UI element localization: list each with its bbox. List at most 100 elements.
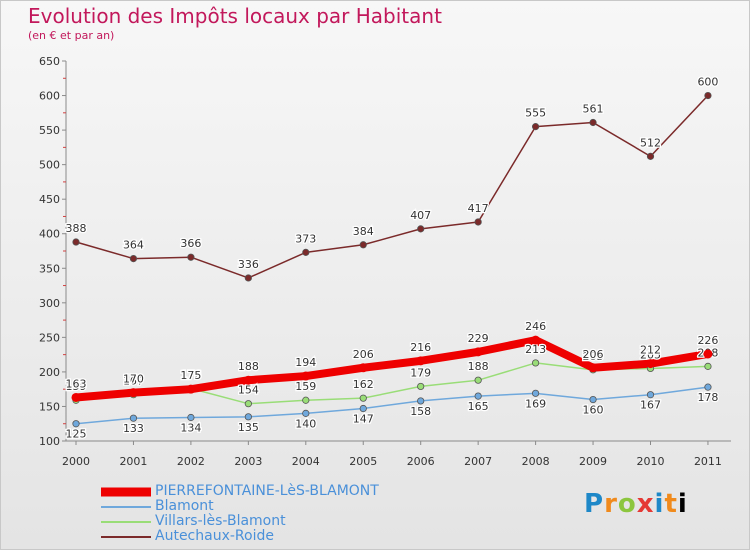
x-tick-label: 2010 bbox=[637, 455, 665, 468]
data-label: 176 bbox=[180, 368, 201, 381]
data-label: 388 bbox=[66, 222, 87, 235]
data-label: 154 bbox=[238, 384, 259, 397]
data-point bbox=[359, 394, 367, 402]
data-point bbox=[243, 375, 253, 385]
data-point bbox=[474, 392, 482, 400]
y-tick-label: 550 bbox=[39, 124, 60, 137]
data-point bbox=[244, 274, 252, 282]
legend-label-villars: Villars-lès-Blamont bbox=[155, 513, 286, 529]
series-line bbox=[75, 386, 709, 425]
data-label: 213 bbox=[525, 343, 546, 356]
legend-swatch-pierrefontaine bbox=[101, 487, 151, 497]
data-point bbox=[531, 389, 540, 397]
legend-swatch-villars bbox=[101, 521, 151, 523]
data-point bbox=[646, 359, 655, 369]
data-label: 407 bbox=[410, 209, 431, 222]
data-label: 135 bbox=[238, 421, 259, 434]
data-point bbox=[417, 397, 425, 405]
y-tick-label: 400 bbox=[39, 228, 60, 241]
x-tick-label: 2000 bbox=[62, 455, 90, 468]
y-tick-label: 350 bbox=[39, 262, 60, 275]
data-point bbox=[72, 420, 80, 428]
data-label: 179 bbox=[410, 366, 431, 379]
x-tick-label: 2004 bbox=[292, 455, 320, 468]
data-label: 178 bbox=[697, 391, 718, 404]
y-tick-label: 250 bbox=[39, 331, 60, 344]
legend-swatch-autechaux bbox=[101, 536, 151, 538]
x-tick-label: 2007 bbox=[464, 455, 492, 468]
data-label: 512 bbox=[640, 136, 661, 149]
data-label: 384 bbox=[353, 225, 374, 238]
data-label: 561 bbox=[583, 102, 604, 115]
y-tick-label: 200 bbox=[39, 366, 60, 379]
data-label: 212 bbox=[640, 344, 661, 357]
data-label: 364 bbox=[123, 239, 144, 252]
data-point bbox=[129, 414, 138, 422]
data-label: 336 bbox=[238, 258, 259, 271]
data-point bbox=[359, 404, 367, 413]
data-point bbox=[588, 363, 598, 373]
x-tick-label: 2011 bbox=[694, 455, 722, 468]
legend-label-pierrefontaine: PIERREFONTAINE-LèS-BLAMONT bbox=[155, 483, 379, 499]
y-tick-label: 100 bbox=[39, 435, 60, 448]
legend-item-autechaux[interactable]: Autechaux-Roide bbox=[101, 529, 379, 544]
data-label: 188 bbox=[468, 360, 489, 373]
data-point bbox=[302, 248, 310, 256]
series-line bbox=[72, 336, 712, 402]
data-point bbox=[704, 362, 712, 370]
legend-item-villars[interactable]: Villars-lès-Blamont bbox=[101, 514, 379, 529]
legend-label-autechaux: Autechaux-Roide bbox=[155, 528, 274, 544]
y-tick-label: 650 bbox=[39, 55, 60, 68]
data-point bbox=[358, 363, 368, 373]
chart-title: Evolution des Impôts locaux par Habitant bbox=[28, 4, 442, 28]
legend: PIERREFONTAINE-LèS-BLAMONT Blamont Villa… bbox=[101, 484, 379, 544]
data-point bbox=[244, 400, 252, 408]
data-label: 165 bbox=[468, 400, 489, 413]
y-tick-label: 150 bbox=[39, 400, 60, 413]
x-tick-label: 2001 bbox=[119, 455, 147, 468]
data-label: 216 bbox=[410, 341, 431, 354]
x-tick-label: 2006 bbox=[407, 455, 435, 468]
data-label: 133 bbox=[123, 422, 144, 435]
data-label: 229 bbox=[468, 332, 489, 345]
data-label: 205 bbox=[640, 348, 661, 361]
data-label: 194 bbox=[295, 356, 316, 369]
data-point bbox=[531, 335, 541, 345]
data-point bbox=[417, 225, 425, 233]
x-tick-label: 2003 bbox=[234, 455, 262, 468]
data-point bbox=[359, 241, 367, 249]
data-point bbox=[417, 382, 425, 391]
data-point bbox=[187, 253, 195, 261]
legend-label-blamont: Blamont bbox=[155, 498, 214, 514]
y-tick-label: 600 bbox=[39, 90, 60, 103]
data-point bbox=[704, 91, 712, 100]
data-point bbox=[129, 255, 138, 263]
data-label: 203 bbox=[583, 350, 604, 363]
legend-item-pierrefontaine[interactable]: PIERREFONTAINE-LèS-BLAMONT bbox=[101, 484, 379, 499]
data-label: 147 bbox=[353, 413, 374, 426]
data-point bbox=[244, 413, 252, 421]
data-label: 226 bbox=[697, 334, 718, 347]
data-label: 206 bbox=[353, 348, 374, 361]
x-tick-label: 2005 bbox=[349, 455, 377, 468]
data-point bbox=[128, 388, 138, 398]
data-label: 170 bbox=[123, 373, 144, 386]
series-line bbox=[75, 94, 709, 279]
data-point bbox=[704, 383, 712, 391]
data-label: 134 bbox=[180, 422, 201, 435]
data-label: 167 bbox=[123, 375, 144, 388]
data-label: 159 bbox=[295, 380, 316, 393]
data-label: 169 bbox=[525, 397, 546, 410]
data-point bbox=[474, 218, 482, 226]
data-label: 373 bbox=[295, 232, 316, 245]
data-point bbox=[589, 118, 597, 127]
x-tick-label: 2009 bbox=[579, 455, 607, 468]
data-label: 125 bbox=[66, 428, 87, 441]
data-label: 160 bbox=[583, 404, 604, 417]
legend-swatch-blamont bbox=[101, 506, 151, 508]
y-tick-label: 300 bbox=[39, 297, 60, 310]
legend-item-blamont[interactable]: Blamont bbox=[101, 499, 379, 514]
data-point bbox=[473, 347, 483, 357]
